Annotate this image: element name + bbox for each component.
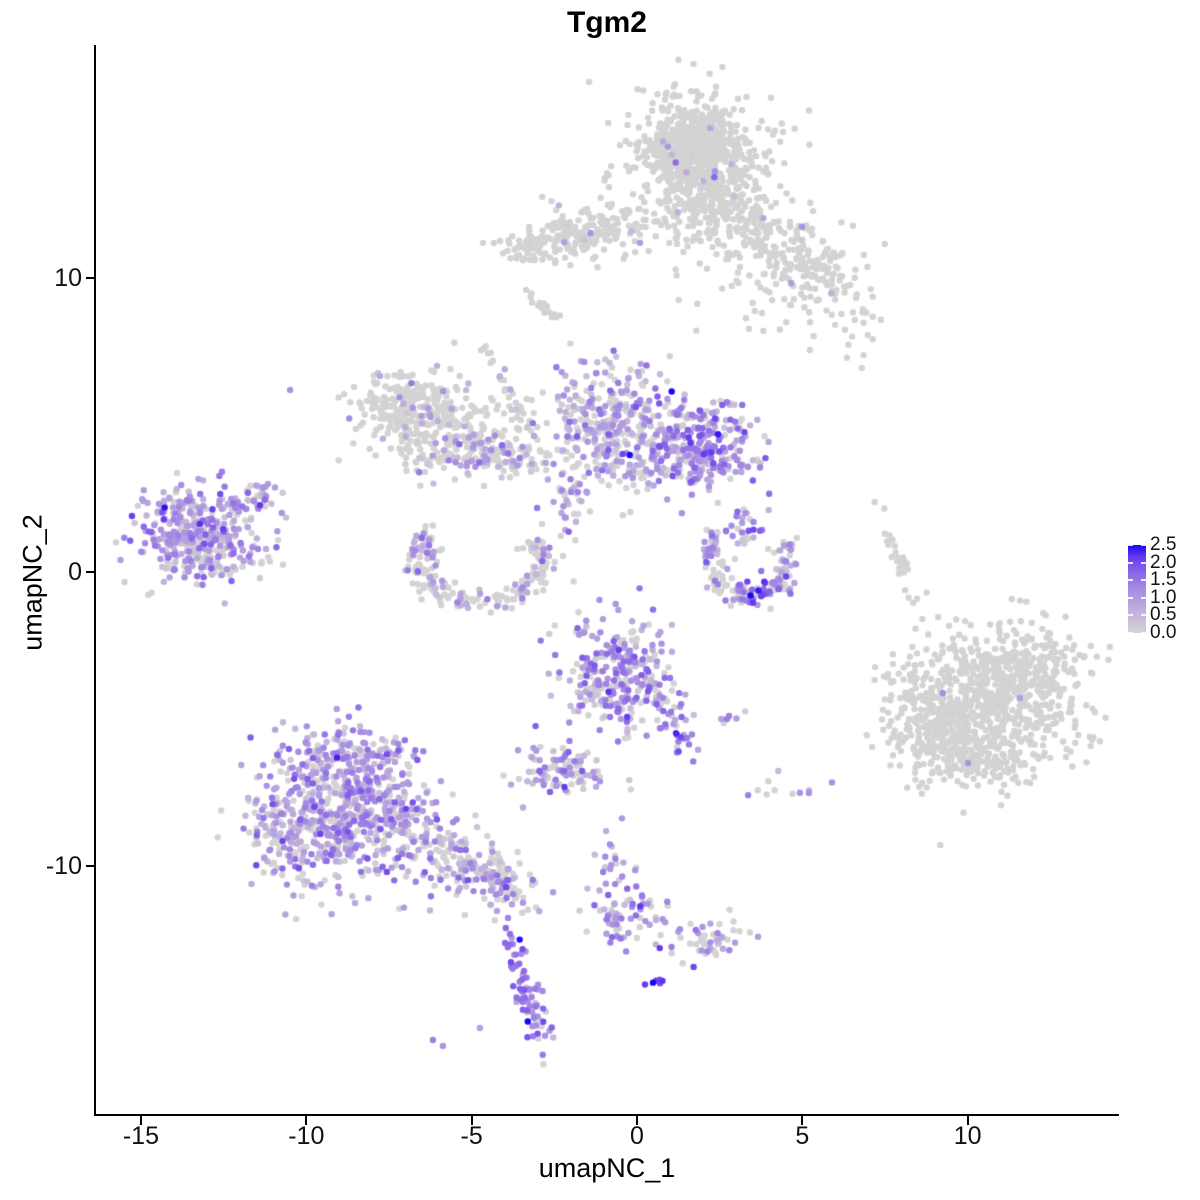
x-tick-label: 10 — [953, 1122, 982, 1150]
y-tick-label: 0 — [68, 558, 82, 586]
x-tick-mark — [636, 1116, 638, 1125]
y-tick-mark — [86, 277, 95, 279]
y-axis-line — [94, 45, 96, 1116]
x-tick-label: 5 — [795, 1122, 810, 1150]
legend-bar-tick — [1128, 579, 1133, 582]
legend-bar-tick — [1128, 632, 1133, 634]
x-tick-label: 0 — [630, 1122, 644, 1150]
x-axis-line — [94, 1114, 1119, 1116]
y-tick-label: 10 — [54, 264, 82, 292]
legend-bar-tick — [1141, 614, 1146, 617]
x-tick-label: -15 — [122, 1122, 159, 1150]
legend-bar-tick — [1128, 561, 1133, 564]
x-tick-label: -5 — [460, 1122, 483, 1150]
legend-label: 0.5 — [1150, 604, 1177, 626]
legend-bar-tick — [1128, 544, 1133, 546]
legend-bar-tick — [1141, 544, 1146, 546]
legend-bar-tick — [1141, 561, 1146, 564]
legend-label: 2.0 — [1150, 551, 1177, 573]
x-tick-mark — [470, 1116, 473, 1125]
x-tick-mark — [966, 1116, 969, 1125]
x-axis-title: umapNC_1 — [538, 1153, 676, 1183]
legend-bar-tick — [1141, 579, 1146, 582]
x-tick-label: -10 — [288, 1122, 325, 1150]
y-tick-label: -10 — [45, 852, 82, 880]
legend-bar-tick — [1141, 632, 1146, 634]
x-tick-mark — [801, 1116, 804, 1125]
legend-gradient-bar — [1128, 545, 1146, 633]
legend-bar-tick — [1141, 596, 1146, 599]
x-tick-mark — [139, 1116, 142, 1125]
y-tick-mark — [86, 865, 95, 867]
plot-title: Tgm2 — [566, 6, 647, 39]
legend-label: 0.0 — [1150, 622, 1177, 643]
y-tick-mark — [86, 571, 95, 573]
y-axis-title: umapNC_2 — [17, 514, 48, 651]
legend-label: 1.5 — [1150, 569, 1177, 591]
legend-label: 1.0 — [1150, 586, 1177, 608]
legend-bar-tick — [1128, 614, 1133, 617]
x-tick-mark — [305, 1116, 308, 1125]
legend-label: 2.5 — [1150, 534, 1177, 555]
legend-bar-tick — [1128, 596, 1133, 599]
